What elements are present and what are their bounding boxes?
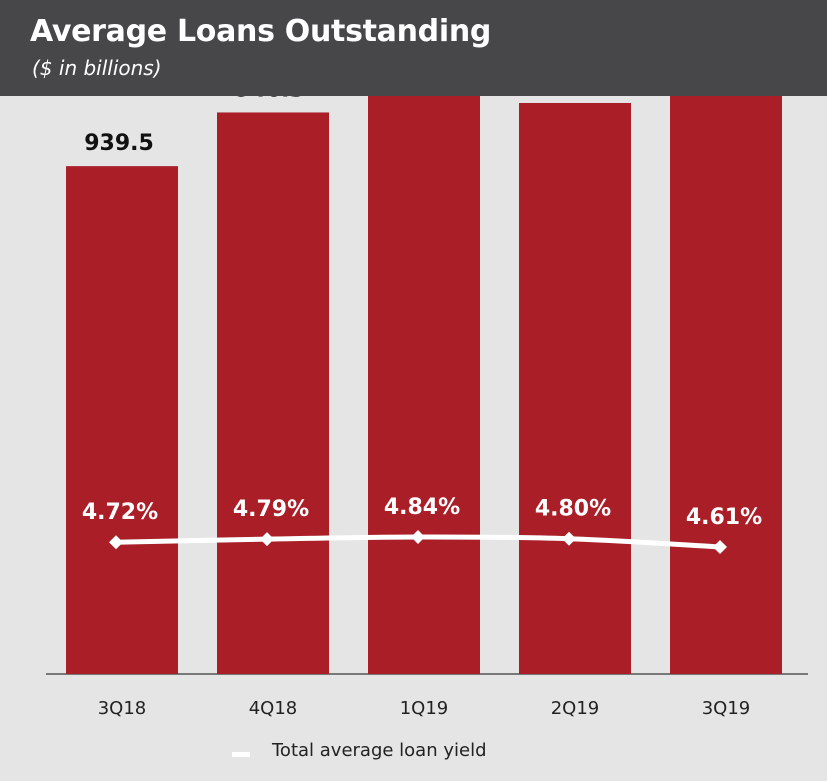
chart-subtitle: ($ in billions) — [32, 56, 162, 80]
yield-label: 4.80% — [535, 497, 611, 522]
bar-3Q19 — [670, 96, 782, 675]
yield-point — [713, 540, 727, 554]
chart-header: Average Loans Outstanding ($ in billions… — [0, 0, 827, 96]
bar-value-label: 946.3 — [235, 96, 305, 102]
yield-label: 4.79% — [233, 497, 309, 522]
legend: Total average loan yield — [232, 738, 487, 762]
yield-label: 4.61% — [686, 505, 762, 530]
yield-label: 4.72% — [82, 500, 158, 525]
yield-point — [411, 529, 425, 544]
yield-point — [260, 532, 274, 547]
bar-4Q18 — [217, 112, 329, 674]
legend-line-swatch — [232, 751, 250, 757]
x-tick-label: 3Q19 — [702, 698, 751, 719]
chart-area: 939.53Q18946.34Q18950.01Q19947.52Q19949.… — [46, 96, 808, 719]
x-tick-label: 4Q18 — [249, 698, 298, 719]
bar-3Q18 — [66, 166, 178, 674]
yield-point — [109, 535, 123, 550]
yield-point — [562, 531, 576, 546]
legend-label: Total average loan yield — [272, 739, 487, 761]
bar-2Q19 — [519, 102, 631, 674]
bar-1Q19 — [368, 96, 480, 674]
chart-title: Average Loans Outstanding — [30, 14, 492, 49]
x-tick-label: 2Q19 — [551, 698, 600, 719]
x-tick-label: 1Q19 — [400, 698, 449, 719]
x-tick-label: 3Q18 — [98, 698, 147, 719]
yield-label: 4.84% — [384, 495, 460, 520]
bar-value-label: 939.5 — [84, 131, 154, 156]
